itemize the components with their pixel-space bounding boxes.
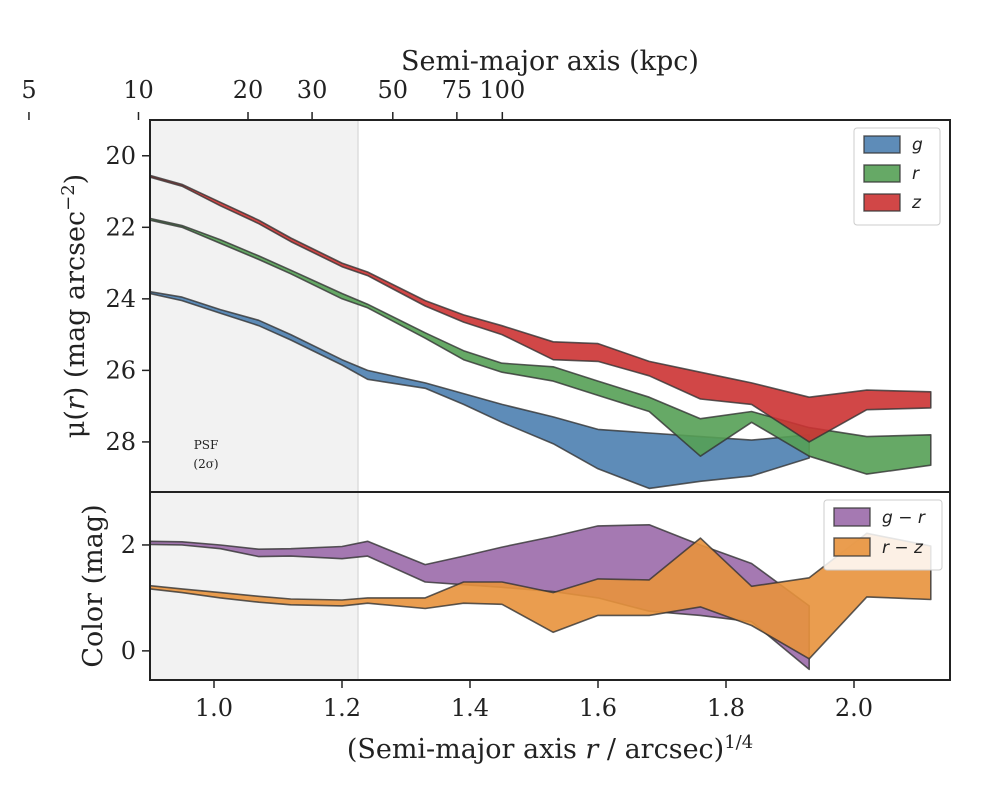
color-y-tick-label: 0: [121, 637, 136, 665]
legend-label-r: r: [912, 164, 920, 184]
psf-sigma-label: (2σ): [193, 457, 218, 471]
legend-label-g-minus-r: g − r: [882, 508, 926, 528]
x-tick-label: 1.4: [451, 694, 489, 722]
kpc-tick-label: 75: [442, 76, 473, 104]
color-y-axis: 02: [121, 531, 150, 665]
g-minus-r-band: [150, 523, 811, 671]
y-tick-label: 26: [105, 356, 136, 384]
x-tick-label: 1.2: [323, 694, 361, 722]
surface-brightness-legend: grz: [853, 127, 941, 226]
legend-label-z: z: [911, 193, 922, 213]
surface-brightness-bands: [150, 120, 932, 492]
ylabel-var: r: [60, 395, 91, 410]
legend-swatch-r: [863, 164, 901, 183]
semi-major-axis-x-axis: 1.0 1.2 1.4 1.6 1.8 2.0: [195, 680, 873, 722]
kpc-tick-label: 50: [378, 76, 409, 104]
color-y-tick-label: 2: [121, 531, 136, 559]
x-tick-label: 2.0: [835, 694, 873, 722]
y-tick-label: 20: [105, 142, 136, 170]
y-tick-label: 24: [105, 285, 136, 313]
kpc-tick-label: 100: [479, 76, 525, 104]
ylabel-main: μ(: [60, 410, 91, 438]
xlabel-main: (Semi-major axis: [347, 734, 586, 765]
r-minus-z-band: [150, 532, 932, 660]
legend-swatch-g: [863, 135, 901, 154]
x-tick-label: 1.6: [579, 694, 617, 722]
legend-label-r-minus-z: r − z: [882, 538, 924, 558]
legend-label-g: g: [912, 135, 923, 155]
ylabel-rest: ) (mag arcsec: [60, 211, 91, 397]
band-r-band: [150, 217, 932, 475]
color-panel: 02 1.0 1.2 1.4 1.6 1.8 2.0 Color (mag) (Semi-…: [78, 491, 951, 766]
x-tick-label: 1.0: [195, 694, 233, 722]
kpc-axis: 5 10 20 30 50 75 100: [21, 76, 525, 120]
surface-brightness-axis-title: μ(r) (mag arcsec−2): [58, 174, 92, 438]
legend-swatch-z: [863, 193, 901, 212]
y-tick-label: 28: [105, 428, 136, 456]
color-bands: [150, 492, 932, 680]
xlabel-var: r: [585, 734, 600, 765]
kpc-tick-label: 30: [297, 76, 328, 104]
psf-region: [150, 120, 358, 492]
color-axis-title: Color (mag): [78, 504, 109, 667]
semi-major-axis-axis-title: (Semi-major axis r / arcsec)1/4: [347, 732, 753, 766]
psf-region-color: [150, 492, 358, 680]
y-tick-label: 22: [105, 213, 136, 241]
psf-label: PSF: [194, 438, 219, 452]
color-legend: g − r r − z: [823, 499, 943, 571]
xlabel-rest: / arcsec): [598, 734, 724, 765]
ylabel-end: ): [60, 174, 91, 185]
surface-brightness-y-axis: 20 22 24 26 28: [105, 142, 150, 456]
kpc-tick-label: 10: [123, 76, 154, 104]
kpc-tick-label: 20: [233, 76, 264, 104]
band-z-band: [150, 174, 932, 443]
color-frame: [149, 491, 951, 681]
ylabel-sup: −2: [58, 184, 79, 211]
band-g-band: [150, 290, 811, 490]
kpc-tick-label: 5: [21, 76, 36, 104]
legend-swatch-r-minus-z: [833, 537, 871, 557]
kpc-axis-title: Semi-major axis (kpc): [401, 46, 699, 77]
xlabel-sup: 1/4: [724, 732, 753, 753]
x-tick-label: 1.8: [707, 694, 745, 722]
legend-swatch-g-minus-r: [833, 507, 871, 527]
surface-brightness-panel: 20 22 24 26 28 5 10 20 30 50 75 100 Semi-major axi…: [21, 46, 951, 493]
